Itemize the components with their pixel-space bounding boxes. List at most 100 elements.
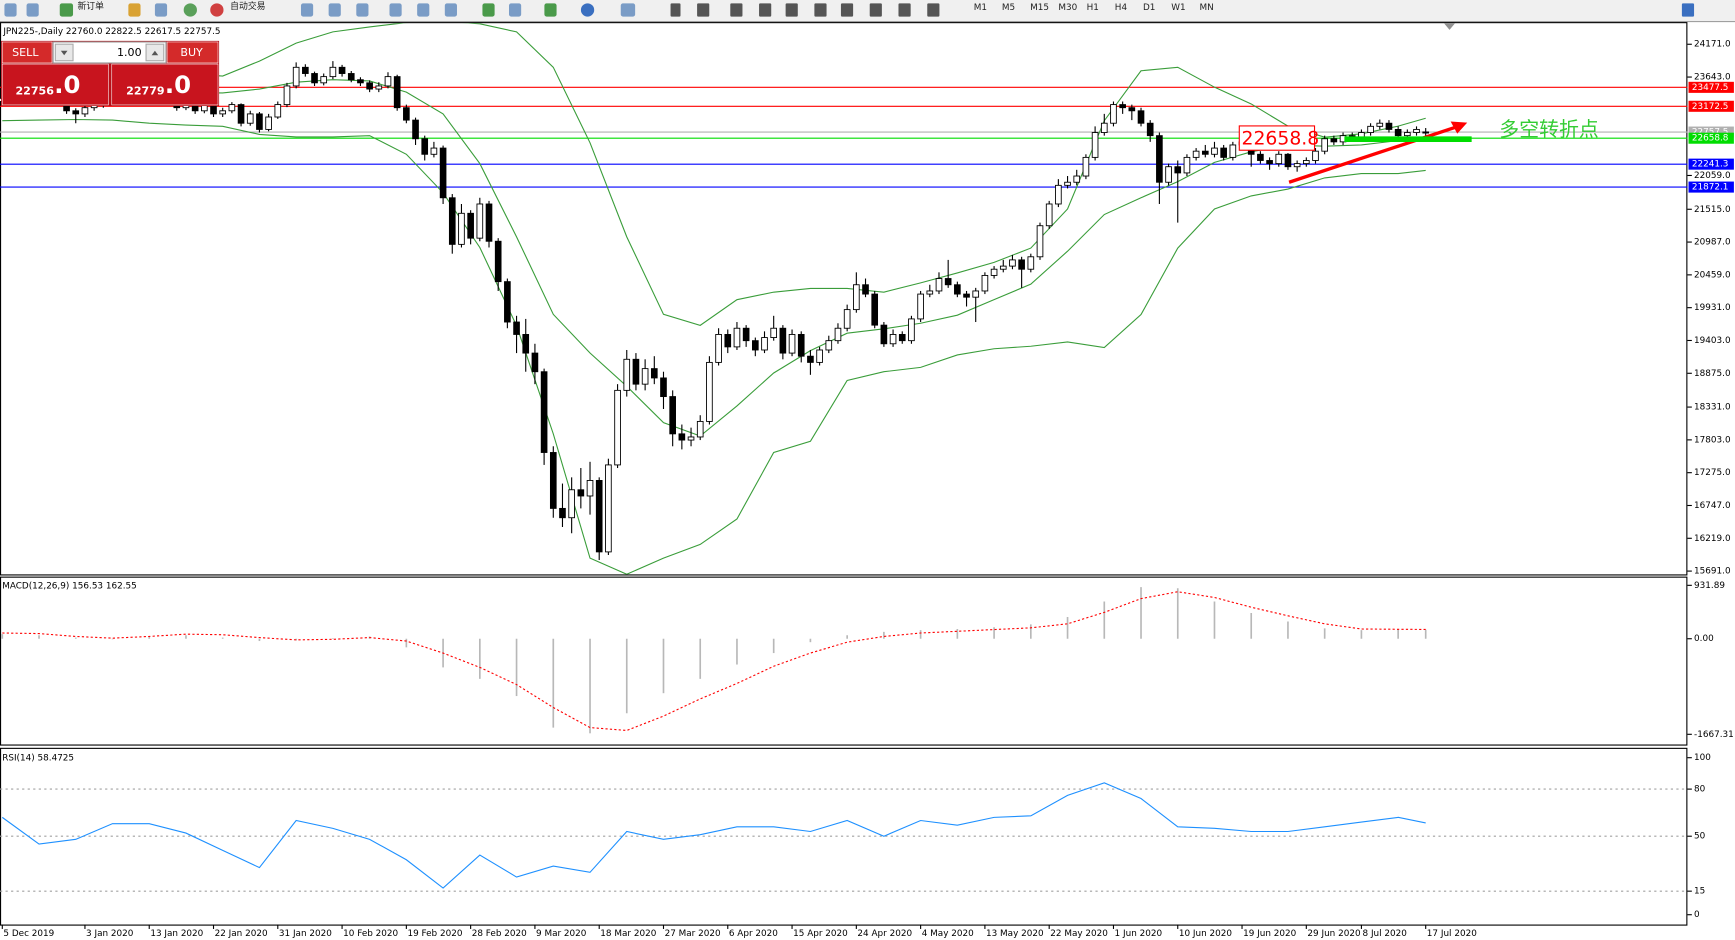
timeframe-button[interactable]: D1: [1143, 3, 1155, 13]
buy-price-fraction[interactable]: .0: [165, 70, 191, 99]
x-tick-label: 19 Jun 2020: [1243, 929, 1297, 939]
x-tick-label: 6 Apr 2020: [729, 929, 778, 939]
lot-value[interactable]: 1.00: [117, 46, 142, 59]
x-tick-label: 8 Jul 2020: [1363, 929, 1408, 939]
toolbar-icon[interactable]: [580, 3, 595, 17]
candle-body: [1100, 122, 1108, 133]
candle-body: [1036, 225, 1044, 258]
toolbar-icon[interactable]: [128, 3, 141, 17]
candle-body: [559, 507, 566, 519]
candle-body: [1156, 135, 1163, 183]
price-level-tag: [1688, 158, 1734, 170]
candle-body: [1110, 104, 1117, 124]
toolbar-icon[interactable]: [814, 3, 827, 17]
toolbar-icon[interactable]: [544, 3, 557, 17]
toolbar-icon[interactable]: [869, 3, 882, 17]
toolbar-icon[interactable]: [4, 3, 17, 17]
timeframe-button[interactable]: W1: [1171, 3, 1185, 13]
candle-body: [715, 334, 722, 363]
toolbar-icon[interactable]: [328, 3, 341, 17]
candle-body: [1385, 122, 1393, 130]
lot-input[interactable]: [52, 41, 167, 64]
toolbar-icon[interactable]: [670, 3, 681, 17]
candle-body: [1275, 153, 1283, 165]
timeframe-button[interactable]: M15: [1030, 3, 1049, 13]
buy-price[interactable]: 22779: [126, 85, 164, 98]
sell-price-button[interactable]: [1, 63, 109, 106]
toolbar-icon[interactable]: [210, 3, 224, 17]
toolbar-icon[interactable]: [620, 3, 636, 17]
auto-trading-button[interactable]: 自动交易: [230, 0, 265, 12]
toolbar-icon[interactable]: [785, 3, 798, 17]
timeframe-button[interactable]: M5: [1002, 3, 1015, 13]
toolbar-icon[interactable]: [840, 3, 854, 17]
new-order-button[interactable]: 新订单: [77, 0, 104, 12]
buy-price-button[interactable]: [111, 63, 219, 106]
candle-body: [274, 104, 282, 118]
candle-body: [706, 361, 713, 422]
toolbar-icon[interactable]: [417, 3, 430, 17]
toolbar-icon[interactable]: [759, 3, 772, 17]
candle-body: [338, 66, 346, 74]
y-tick-label: 22059.0: [1694, 171, 1731, 181]
sell-price-fraction[interactable]: .0: [54, 70, 80, 99]
buy-label[interactable]: BUY: [180, 46, 203, 59]
candle-body: [384, 76, 392, 87]
x-tick-label: 10 Feb 2020: [343, 929, 398, 939]
timeframe-button[interactable]: H1: [1087, 3, 1099, 13]
candle-body: [513, 321, 520, 335]
toolbar-icon[interactable]: [927, 3, 940, 17]
candle-body: [393, 76, 401, 109]
toolbar-icon[interactable]: [697, 3, 710, 17]
timeframe-button[interactable]: M1: [974, 3, 987, 13]
candle-body: [696, 420, 704, 438]
candle-body: [889, 334, 897, 345]
toolbar-icon[interactable]: [444, 3, 457, 17]
candle-body: [485, 203, 493, 242]
timeframe-button[interactable]: H4: [1115, 3, 1128, 13]
toolbar-icon[interactable]: [154, 3, 168, 17]
candle-body: [540, 371, 548, 453]
candle-body: [1018, 259, 1025, 270]
toolbar-icon[interactable]: [898, 3, 911, 17]
candle-body: [660, 377, 667, 398]
toolbar-icon[interactable]: [183, 3, 197, 17]
buy-button[interactable]: [166, 41, 219, 64]
candle-body: [577, 489, 585, 497]
candle-body: [531, 352, 539, 373]
candle-body: [605, 464, 612, 553]
candle-body: [843, 309, 851, 329]
pivot-note: 多空转折点: [1499, 118, 1598, 141]
candle-body: [522, 334, 530, 354]
timeframe-button[interactable]: MN: [1199, 3, 1213, 13]
plot-area: [0, 23, 1688, 575]
candle-body: [669, 396, 676, 435]
y-tick-label: -1667.31: [1694, 730, 1734, 740]
candle-body: [981, 274, 989, 292]
sell-button[interactable]: [1, 41, 53, 64]
x-tick-label: 31 Jan 2020: [279, 929, 332, 939]
toolbar-icon[interactable]: [300, 3, 314, 17]
candle-body: [1211, 147, 1218, 155]
sell-label[interactable]: SELL: [12, 46, 39, 59]
toolbar-icon[interactable]: [1681, 3, 1695, 17]
sell-price[interactable]: 22756: [15, 85, 54, 98]
timeframe-button[interactable]: M30: [1058, 3, 1077, 13]
candle-body: [549, 452, 557, 509]
rsi-title: RSI(14): [2, 753, 34, 763]
toolbar-icon[interactable]: [26, 3, 39, 17]
toolbar-icon[interactable]: [482, 3, 495, 17]
toolbar-icon[interactable]: [508, 3, 522, 17]
y-tick-label: 18331.0: [1694, 403, 1731, 413]
toolbar-icon[interactable]: [389, 3, 402, 17]
toolbar-icon[interactable]: [730, 3, 743, 17]
toolbar-icon[interactable]: [59, 3, 74, 17]
candle-body: [862, 284, 869, 295]
toolbar-icon[interactable]: [356, 3, 369, 17]
candle-body: [917, 293, 924, 320]
y-tick-label: 21515.0: [1694, 205, 1731, 215]
y-tick-label: 16219.0: [1694, 534, 1731, 544]
chart-shift-marker[interactable]: [1443, 23, 1456, 30]
candle-body: [1413, 128, 1420, 133]
candle-body: [228, 104, 236, 112]
